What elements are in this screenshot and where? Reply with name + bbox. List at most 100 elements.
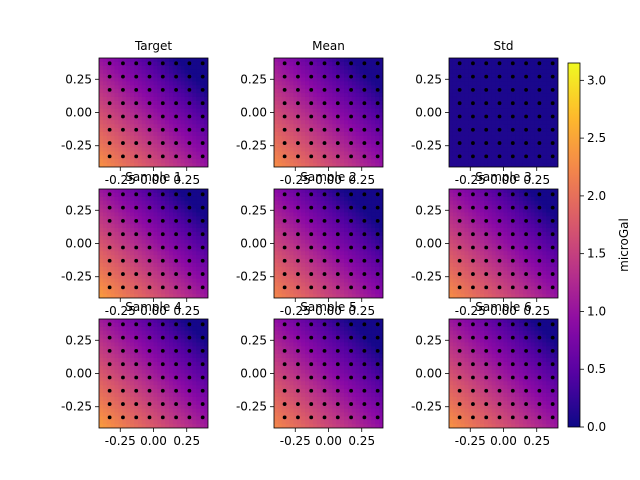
heatmap-cell — [472, 135, 477, 141]
heatmap-cell — [200, 282, 205, 287]
heatmap-cell — [145, 151, 151, 156]
heatmap-cell — [495, 274, 501, 280]
station-point — [107, 61, 112, 66]
heatmap-cell — [359, 96, 365, 102]
heatmap-cell — [452, 73, 458, 79]
heatmap-cell — [332, 61, 337, 67]
heatmap-cell — [503, 155, 508, 160]
heatmap-cell — [157, 208, 162, 213]
heatmap-cell — [332, 200, 337, 206]
heatmap-cell — [309, 151, 314, 156]
heatmap-cell — [530, 212, 536, 217]
heatmap-cell — [169, 112, 174, 117]
heatmap-cell — [293, 69, 298, 75]
heatmap-cell — [534, 274, 540, 280]
heatmap-cell — [204, 255, 208, 260]
heatmap-cell — [332, 116, 337, 121]
heatmap-cell — [515, 135, 520, 141]
heatmap-cell — [312, 155, 318, 160]
heatmap-cell — [452, 189, 458, 194]
heatmap-cell — [371, 204, 376, 210]
heatmap-cell — [363, 58, 369, 63]
heatmap-cell — [305, 61, 310, 67]
heatmap-cell — [274, 93, 279, 98]
heatmap-cell — [359, 143, 365, 149]
heatmap-cell — [491, 108, 497, 114]
station-point — [121, 192, 125, 197]
heatmap-cell — [530, 112, 536, 117]
heatmap-cell — [149, 255, 155, 260]
heatmap-cell — [480, 239, 485, 245]
heatmap-cell — [312, 131, 318, 137]
heatmap-cell — [277, 89, 283, 94]
heatmap-cell — [379, 255, 383, 260]
heatmap-cell — [371, 239, 376, 245]
heatmap-cell — [503, 89, 508, 94]
heatmap-cell — [511, 227, 516, 233]
heatmap-cell — [301, 251, 306, 256]
heatmap-cell — [118, 159, 123, 164]
heatmap-cell — [542, 61, 547, 67]
heatmap-cell — [99, 255, 104, 260]
heatmap-cell — [157, 266, 162, 272]
heatmap-cell — [351, 131, 357, 137]
heatmap-cell — [192, 135, 197, 141]
heatmap-cell — [324, 135, 330, 141]
heatmap-cell — [102, 65, 108, 71]
heatmap-cell — [196, 239, 201, 245]
heatmap-cell — [305, 151, 310, 156]
heatmap-cell — [169, 85, 174, 90]
heatmap-cell — [165, 220, 170, 225]
heatmap-cell — [285, 251, 291, 256]
heatmap-cell — [460, 251, 466, 256]
heatmap-cell — [324, 212, 330, 217]
heatmap-cell — [281, 147, 287, 153]
heatmap-cell — [355, 251, 361, 256]
heatmap-cell — [340, 100, 345, 106]
heatmap-cell — [476, 247, 481, 252]
heatmap-cell — [172, 200, 178, 206]
heatmap-cell — [519, 163, 524, 167]
heatmap-cell — [106, 104, 112, 110]
heatmap-cell — [379, 231, 383, 237]
heatmap-cell — [180, 85, 186, 90]
heatmap-cell — [530, 278, 536, 284]
heatmap-cell — [351, 243, 357, 248]
heatmap-cell — [204, 61, 208, 67]
heatmap-cell — [468, 159, 473, 164]
heatmap-cell — [503, 196, 508, 202]
heatmap-cell — [309, 224, 314, 229]
heatmap-cell — [503, 247, 508, 252]
heatmap-cell — [102, 100, 108, 106]
heatmap-cell — [495, 85, 501, 90]
heatmap-cell — [192, 100, 197, 106]
heatmap-cell — [196, 270, 201, 276]
heatmap-cell — [530, 231, 536, 237]
heatmap-cell — [118, 58, 123, 63]
heatmap-cell — [371, 231, 376, 237]
heatmap-cell — [328, 220, 333, 225]
heatmap-cell — [122, 104, 127, 110]
heatmap-cell — [289, 266, 295, 272]
heatmap-cell — [274, 147, 279, 153]
heatmap-cell — [316, 224, 322, 229]
heatmap-cell — [340, 69, 345, 75]
heatmap-cell — [530, 124, 536, 129]
heatmap-cell — [328, 143, 333, 149]
heatmap-cell — [468, 128, 473, 133]
heatmap-cell — [538, 151, 544, 156]
heatmap-cell — [495, 239, 501, 245]
heatmap-cell — [126, 251, 131, 256]
heatmap-cell — [297, 124, 302, 129]
heatmap-cell — [472, 220, 477, 225]
heatmap-cell — [491, 112, 497, 117]
heatmap-cell — [324, 189, 330, 194]
heatmap-cell — [324, 239, 330, 245]
heatmap-cell — [157, 93, 162, 98]
station-point — [160, 219, 165, 223]
heatmap-cell — [297, 286, 302, 291]
heatmap-cell — [161, 65, 166, 71]
heatmap-cell — [344, 143, 349, 149]
heatmap-cell — [449, 239, 454, 245]
heatmap-cell — [192, 143, 197, 149]
